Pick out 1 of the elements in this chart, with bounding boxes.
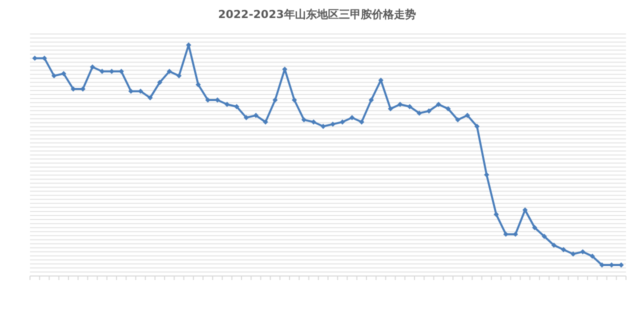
chart-title: 2022-2023年山东地区三甲胺价格走势 bbox=[218, 8, 416, 21]
